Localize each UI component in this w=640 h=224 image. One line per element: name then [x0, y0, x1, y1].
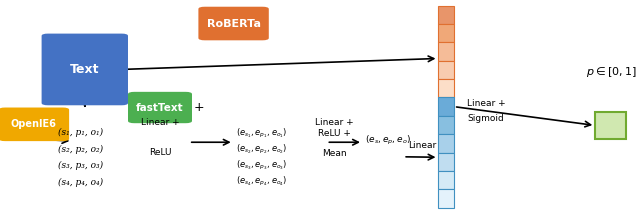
Text: Sigmoid: Sigmoid — [467, 114, 504, 123]
Bar — [438, 153, 454, 171]
Bar — [438, 116, 454, 134]
Text: ReLU: ReLU — [148, 148, 172, 157]
Text: ReLU +: ReLU + — [317, 129, 351, 138]
Text: Linear +: Linear + — [315, 118, 353, 127]
Bar — [438, 171, 454, 189]
Bar — [438, 61, 454, 79]
Text: Linear +: Linear + — [141, 118, 179, 127]
Text: Linear: Linear — [408, 141, 436, 150]
Bar — [438, 6, 454, 24]
Bar — [438, 24, 454, 42]
Text: fastText: fastText — [136, 103, 184, 112]
Text: (s₃, p₃, o₃): (s₃, p₃, o₃) — [58, 161, 103, 170]
Bar — [438, 134, 454, 153]
Text: RoBERTa: RoBERTa — [207, 19, 260, 28]
Text: $(e_s, e_p, e_o)$: $(e_s, e_p, e_o)$ — [365, 134, 411, 146]
Text: $(e_{s_2}, e_{p_2}, e_{o_2})$: $(e_{s_2}, e_{p_2}, e_{o_2})$ — [236, 143, 287, 156]
Bar — [438, 79, 454, 97]
Bar — [438, 189, 454, 208]
Text: $(e_{s_4}, e_{p_4}, e_{o_4})$: $(e_{s_4}, e_{p_4}, e_{o_4})$ — [236, 175, 287, 188]
Bar — [595, 112, 626, 139]
FancyBboxPatch shape — [198, 7, 269, 40]
Bar — [438, 97, 454, 116]
Text: Mean: Mean — [322, 149, 346, 158]
Text: $(e_{s_3}, e_{p_3}, e_{o_3})$: $(e_{s_3}, e_{p_3}, e_{o_3})$ — [236, 159, 287, 172]
FancyBboxPatch shape — [128, 92, 192, 123]
Text: (s₁, p₁, o₁): (s₁, p₁, o₁) — [58, 128, 103, 137]
Text: $p \in [0,1]$: $p \in [0,1]$ — [586, 65, 637, 79]
Text: Linear +: Linear + — [467, 99, 506, 108]
Text: +: + — [193, 101, 204, 114]
Text: $(e_{s_1}, e_{p_1}, e_{o_1})$: $(e_{s_1}, e_{p_1}, e_{o_1})$ — [236, 127, 287, 140]
Text: Text: Text — [70, 63, 100, 76]
Text: (s₂, p₂, o₂): (s₂, p₂, o₂) — [58, 144, 103, 154]
Bar — [438, 42, 454, 61]
FancyBboxPatch shape — [0, 108, 69, 141]
Text: (s₄, p₄, o₄): (s₄, p₄, o₄) — [58, 178, 103, 187]
FancyBboxPatch shape — [42, 34, 128, 105]
Text: OpenIE6: OpenIE6 — [11, 119, 57, 129]
